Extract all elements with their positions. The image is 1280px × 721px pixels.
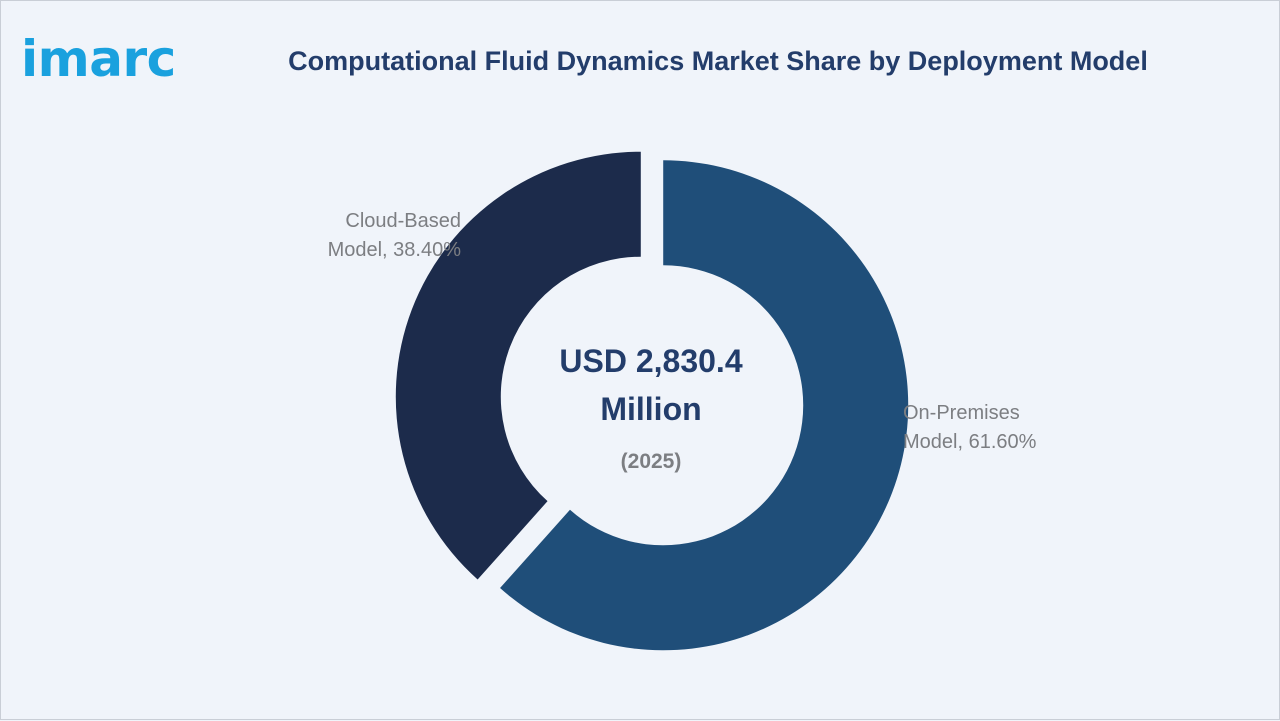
center-value-line2: Million xyxy=(600,391,702,427)
donut-slice-cloud-based xyxy=(395,151,641,580)
slice-label-onprem-line2: Model, 61.60% xyxy=(903,431,1037,453)
donut-slice-on-premises xyxy=(500,160,909,651)
center-year: (2025) xyxy=(620,450,682,473)
chart-title: Computational Fluid Dynamics Market Shar… xyxy=(288,46,1148,76)
imarc-logo: imarc xyxy=(21,30,176,88)
slice-label-cloud-based: Cloud-Based Model, 38.40% xyxy=(261,207,461,265)
slice-label-cloud-line1: Cloud-Based xyxy=(345,210,461,232)
slice-label-on-premises: On-Premises Model, 61.60% xyxy=(903,399,1103,457)
center-value-line1: USD 2,830.4 xyxy=(559,343,743,379)
slice-label-cloud-line2: Model, 38.40% xyxy=(327,239,461,261)
slice-label-onprem-line1: On-Premises xyxy=(903,402,1020,424)
center-market-value: USD 2,830.4 Million xyxy=(501,337,801,433)
